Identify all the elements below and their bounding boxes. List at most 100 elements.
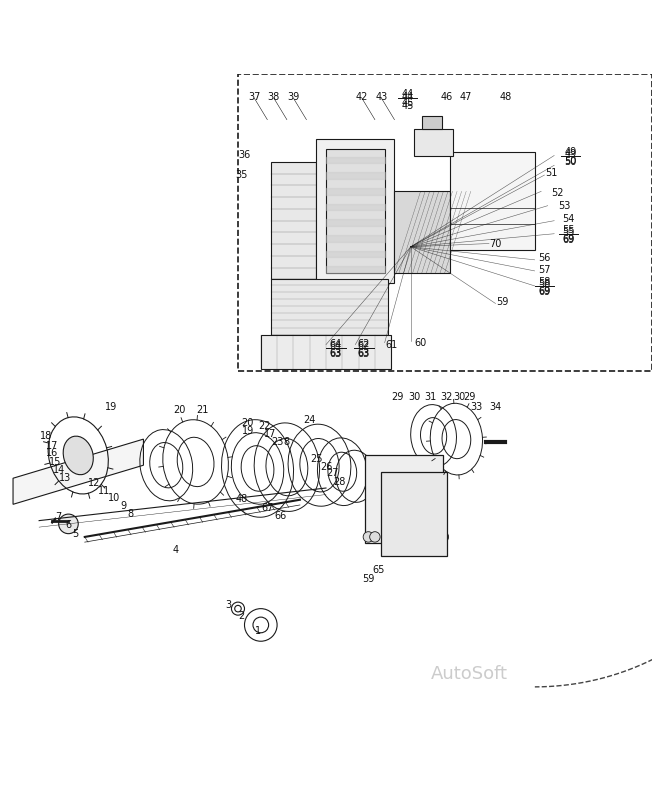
Text: 8: 8 [127,509,134,519]
Text: 58: 58 [539,277,550,287]
Text: 43: 43 [376,92,387,102]
Text: 10: 10 [108,493,120,502]
Text: 64: 64 [330,341,342,351]
Text: 32: 32 [441,392,452,402]
Circle shape [363,532,374,542]
Text: 63: 63 [358,349,370,358]
Circle shape [432,532,442,542]
Text: 46: 46 [441,92,452,102]
Bar [271,162,316,279]
Text: 28: 28 [333,477,345,487]
Ellipse shape [63,436,93,474]
Bar [271,279,388,334]
Text: 49: 49 [565,149,576,158]
Bar [326,149,385,273]
Text: 22: 22 [258,421,271,431]
Text: 19: 19 [105,402,117,411]
Text: 38: 38 [268,92,280,102]
Text: 34: 34 [490,402,501,411]
Text: 35: 35 [235,170,247,180]
Bar [381,472,447,557]
Text: 56: 56 [539,253,550,263]
Text: 2: 2 [238,611,244,622]
Text: 24: 24 [304,414,316,425]
Circle shape [370,532,380,542]
Text: 16: 16 [46,449,58,458]
Text: 23: 23 [271,438,283,447]
Text: 59: 59 [363,574,374,584]
Bar [414,130,453,155]
Text: 14: 14 [53,465,65,474]
Text: 25: 25 [310,454,323,464]
Text: 13: 13 [59,474,71,483]
Text: 9: 9 [121,501,127,510]
Text: 3: 3 [225,600,231,610]
Text: 33: 33 [470,402,482,411]
Text: 66: 66 [274,511,286,521]
Text: 59: 59 [496,297,508,307]
Text: 17: 17 [46,441,58,450]
Bar [261,334,391,369]
Text: 37: 37 [248,92,260,102]
Text: 63: 63 [358,348,370,358]
Bar [450,152,535,250]
Circle shape [438,532,449,542]
Text: 58: 58 [539,279,550,289]
Text: 63: 63 [330,348,342,358]
Text: 49: 49 [565,146,576,157]
Text: 17: 17 [265,429,276,439]
Text: 55: 55 [562,226,575,237]
Text: 4: 4 [173,545,179,555]
Text: 50: 50 [565,157,576,167]
Text: 69: 69 [539,286,550,297]
Text: 21: 21 [196,405,208,414]
Text: 26: 26 [320,462,332,471]
Text: 69: 69 [563,234,574,244]
Text: 62: 62 [358,341,370,351]
Text: 67: 67 [261,502,273,513]
Text: 30: 30 [408,392,420,402]
Bar [271,334,310,358]
Text: 12: 12 [89,478,100,489]
Bar [313,334,339,361]
Text: 54: 54 [563,214,574,224]
Text: 60: 60 [415,338,426,348]
Text: 30: 30 [454,392,466,402]
Text: 48: 48 [499,92,511,102]
Text: 45: 45 [402,98,413,108]
Bar [238,74,652,370]
Text: 45: 45 [402,101,413,111]
Text: 7: 7 [55,512,62,522]
Text: 39: 39 [288,92,299,102]
Text: 50: 50 [565,156,576,166]
Text: 19: 19 [242,426,254,436]
Text: 44: 44 [402,92,413,102]
Text: 57: 57 [538,265,551,274]
Text: 20: 20 [242,418,254,428]
Text: 6: 6 [65,520,72,530]
Text: 15: 15 [50,457,61,467]
Text: 31: 31 [424,392,436,402]
Text: 51: 51 [545,168,557,178]
Text: 1: 1 [254,626,261,637]
Text: 44: 44 [402,90,413,99]
Text: 52: 52 [551,188,564,198]
Text: 64: 64 [330,339,342,349]
Text: 69: 69 [563,234,574,245]
Bar [422,116,442,130]
Text: 29: 29 [464,392,475,402]
Text: 69: 69 [539,286,550,296]
Text: 8: 8 [284,438,290,447]
Bar [394,191,450,273]
Text: AutoSoft: AutoSoft [431,665,508,683]
Text: 20: 20 [173,405,185,414]
Text: 65: 65 [372,565,384,574]
Text: 62: 62 [358,339,370,349]
Text: 11: 11 [98,486,110,496]
Text: 53: 53 [558,201,570,210]
Bar [316,139,394,282]
Text: 48: 48 [235,494,247,504]
Text: 61: 61 [385,339,397,350]
Text: 18: 18 [40,431,52,441]
Polygon shape [13,439,143,504]
